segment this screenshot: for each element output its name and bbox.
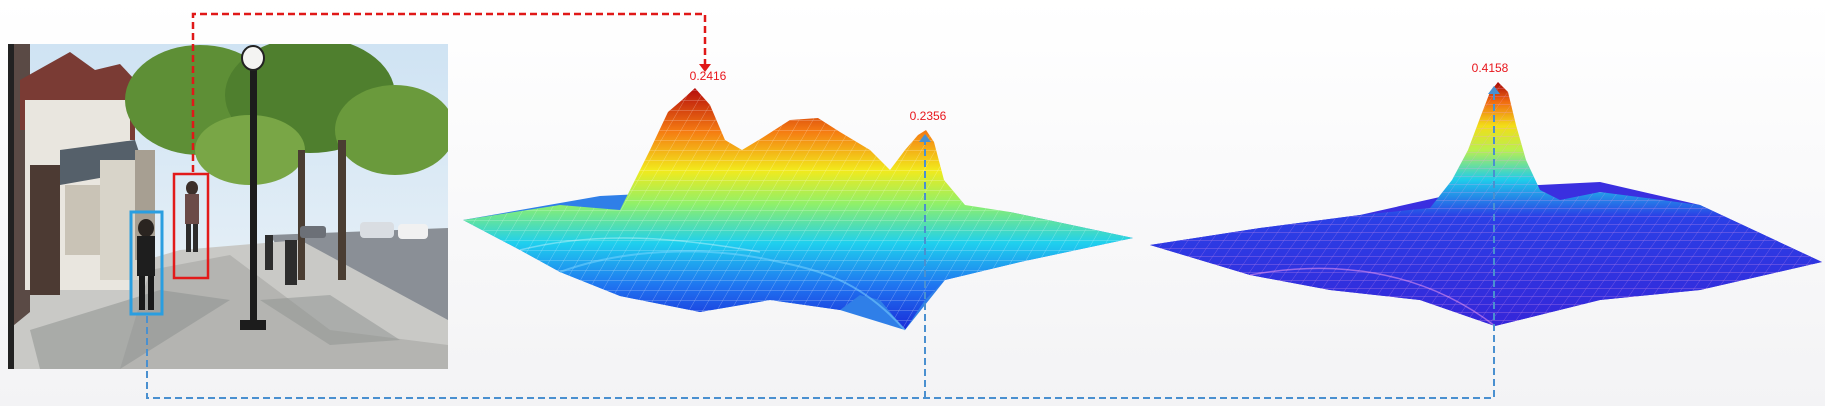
response-map-2	[1150, 82, 1822, 327]
blue-arrowhead-map2	[1488, 86, 1500, 94]
lamp-post	[250, 60, 257, 330]
blue-bounding-box	[129, 210, 164, 316]
street-scene-image	[8, 44, 448, 369]
parked-car	[360, 222, 394, 238]
pedestrian-blue-target	[137, 219, 155, 310]
red-arrowhead	[699, 64, 711, 72]
red-connector	[191, 12, 711, 172]
red-bounding-box	[172, 172, 210, 280]
pedestrian-red-target	[185, 181, 199, 252]
peak-label-map1-right: 0.2356	[910, 109, 947, 123]
blue-connector	[146, 86, 1500, 399]
peak-label-map2: 0.4158	[1472, 61, 1509, 75]
response-map-1	[463, 88, 1133, 331]
blue-arrowhead-map1	[919, 134, 931, 142]
peak-label-map1-left: 0.2416	[690, 69, 727, 83]
